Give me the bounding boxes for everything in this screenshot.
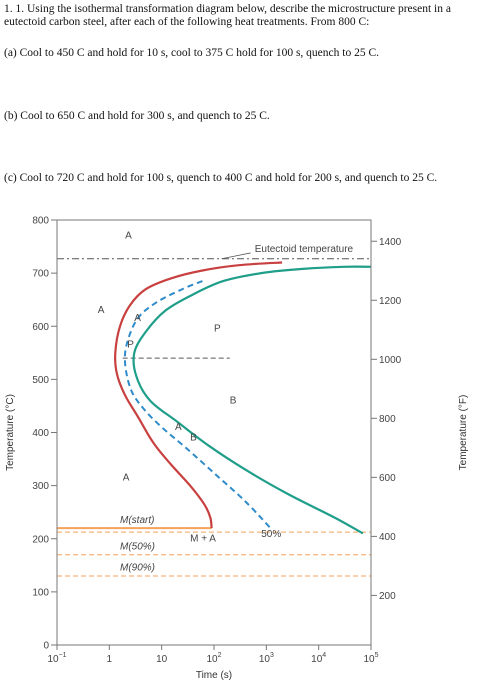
annotation-label: A: [123, 472, 130, 483]
guide-lines: [57, 258, 371, 577]
annotation-label: M(90%): [120, 563, 155, 574]
x-tick-label: 102: [206, 652, 221, 665]
y-tick-label: 200: [32, 534, 49, 545]
x-tick-exponent: 4: [322, 652, 326, 659]
annotation-label: M(start): [120, 515, 154, 526]
annotation-label: P: [127, 340, 134, 351]
x-tick-exponent: 3: [270, 652, 274, 659]
x-tick-label: 10: [156, 654, 168, 665]
annotation-label: B: [190, 432, 197, 443]
annotation-label: Eutectoid temperature: [255, 244, 354, 255]
question-part-c: (c) Cool to 720 C and hold for 100 s, qu…: [4, 172, 438, 184]
y-right-tick-label: 200: [379, 591, 396, 602]
x-tick-exponent: −1: [59, 652, 67, 659]
x-tick-label: 104: [311, 652, 326, 665]
annotation-label: A: [125, 231, 132, 242]
curves: [57, 261, 372, 535]
y-right-tick-label: 400: [379, 532, 396, 543]
y-tick-label: 700: [32, 269, 49, 280]
y-right-tick-label: 1400: [379, 237, 402, 248]
annotation-label: B: [230, 395, 237, 406]
x-tick-label: 10−1: [47, 652, 66, 665]
transformation-start-curve: [114, 261, 283, 529]
y-right-tick-label: 800: [379, 414, 396, 425]
annotation-label: A: [175, 422, 182, 433]
eutectoid-leader-line: [221, 252, 251, 260]
transformation-finish-curve: [132, 265, 372, 535]
x-tick-exponent: 5: [375, 652, 379, 659]
question-part-a: (a) Cool to 450 C and hold for 10 s, coo…: [4, 47, 379, 59]
question-part-b: (b) Cool to 650 C and hold for 300 s, an…: [4, 110, 270, 122]
annotations: Temperature (°C) Temperature (°F) Time (…: [5, 231, 469, 681]
y-axis-label: Temperature (°C): [5, 394, 16, 471]
y-tick-label: 800: [32, 216, 49, 227]
ttt-diagram: 0 100 200 300 400 500 600 700 800 200 400 600 800 100…: [5, 216, 469, 682]
fifty-percent-curve: [123, 280, 272, 529]
annotation-label: P: [214, 324, 221, 335]
y-right-tick-label: 600: [379, 473, 396, 484]
y-tick-label: 500: [32, 375, 49, 386]
y-right-tick-label: 1200: [379, 296, 402, 307]
y-axis-label-right: Temperature (°F): [458, 395, 469, 471]
x-axis-label: Time (s): [196, 670, 232, 681]
x-tick-label: 103: [259, 652, 274, 665]
annotation-label: M + A: [190, 533, 216, 544]
annotation-label: A: [134, 313, 141, 324]
x-tick-label: 105: [363, 652, 378, 665]
tick-labels: 0 100 200 300 400 500 600 700 800 200 400 600 800 100…: [32, 216, 401, 666]
y-tick-label: 600: [32, 322, 49, 333]
y-tick-label: 400: [32, 428, 49, 439]
x-tick-label: 1: [107, 654, 113, 665]
annotation-label: 50%: [261, 529, 281, 540]
annotation-label: M(50%): [120, 541, 155, 552]
y-tick-label: 0: [43, 641, 49, 652]
annotation-label: A: [98, 305, 105, 316]
y-tick-label: 100: [32, 587, 49, 598]
x-tick-exponent: 2: [218, 652, 222, 659]
y-right-tick-label: 1000: [379, 355, 402, 366]
y-tick-label: 300: [32, 481, 49, 492]
question-intro: 1. 1. Using the isothermal transformatio…: [4, 3, 451, 28]
